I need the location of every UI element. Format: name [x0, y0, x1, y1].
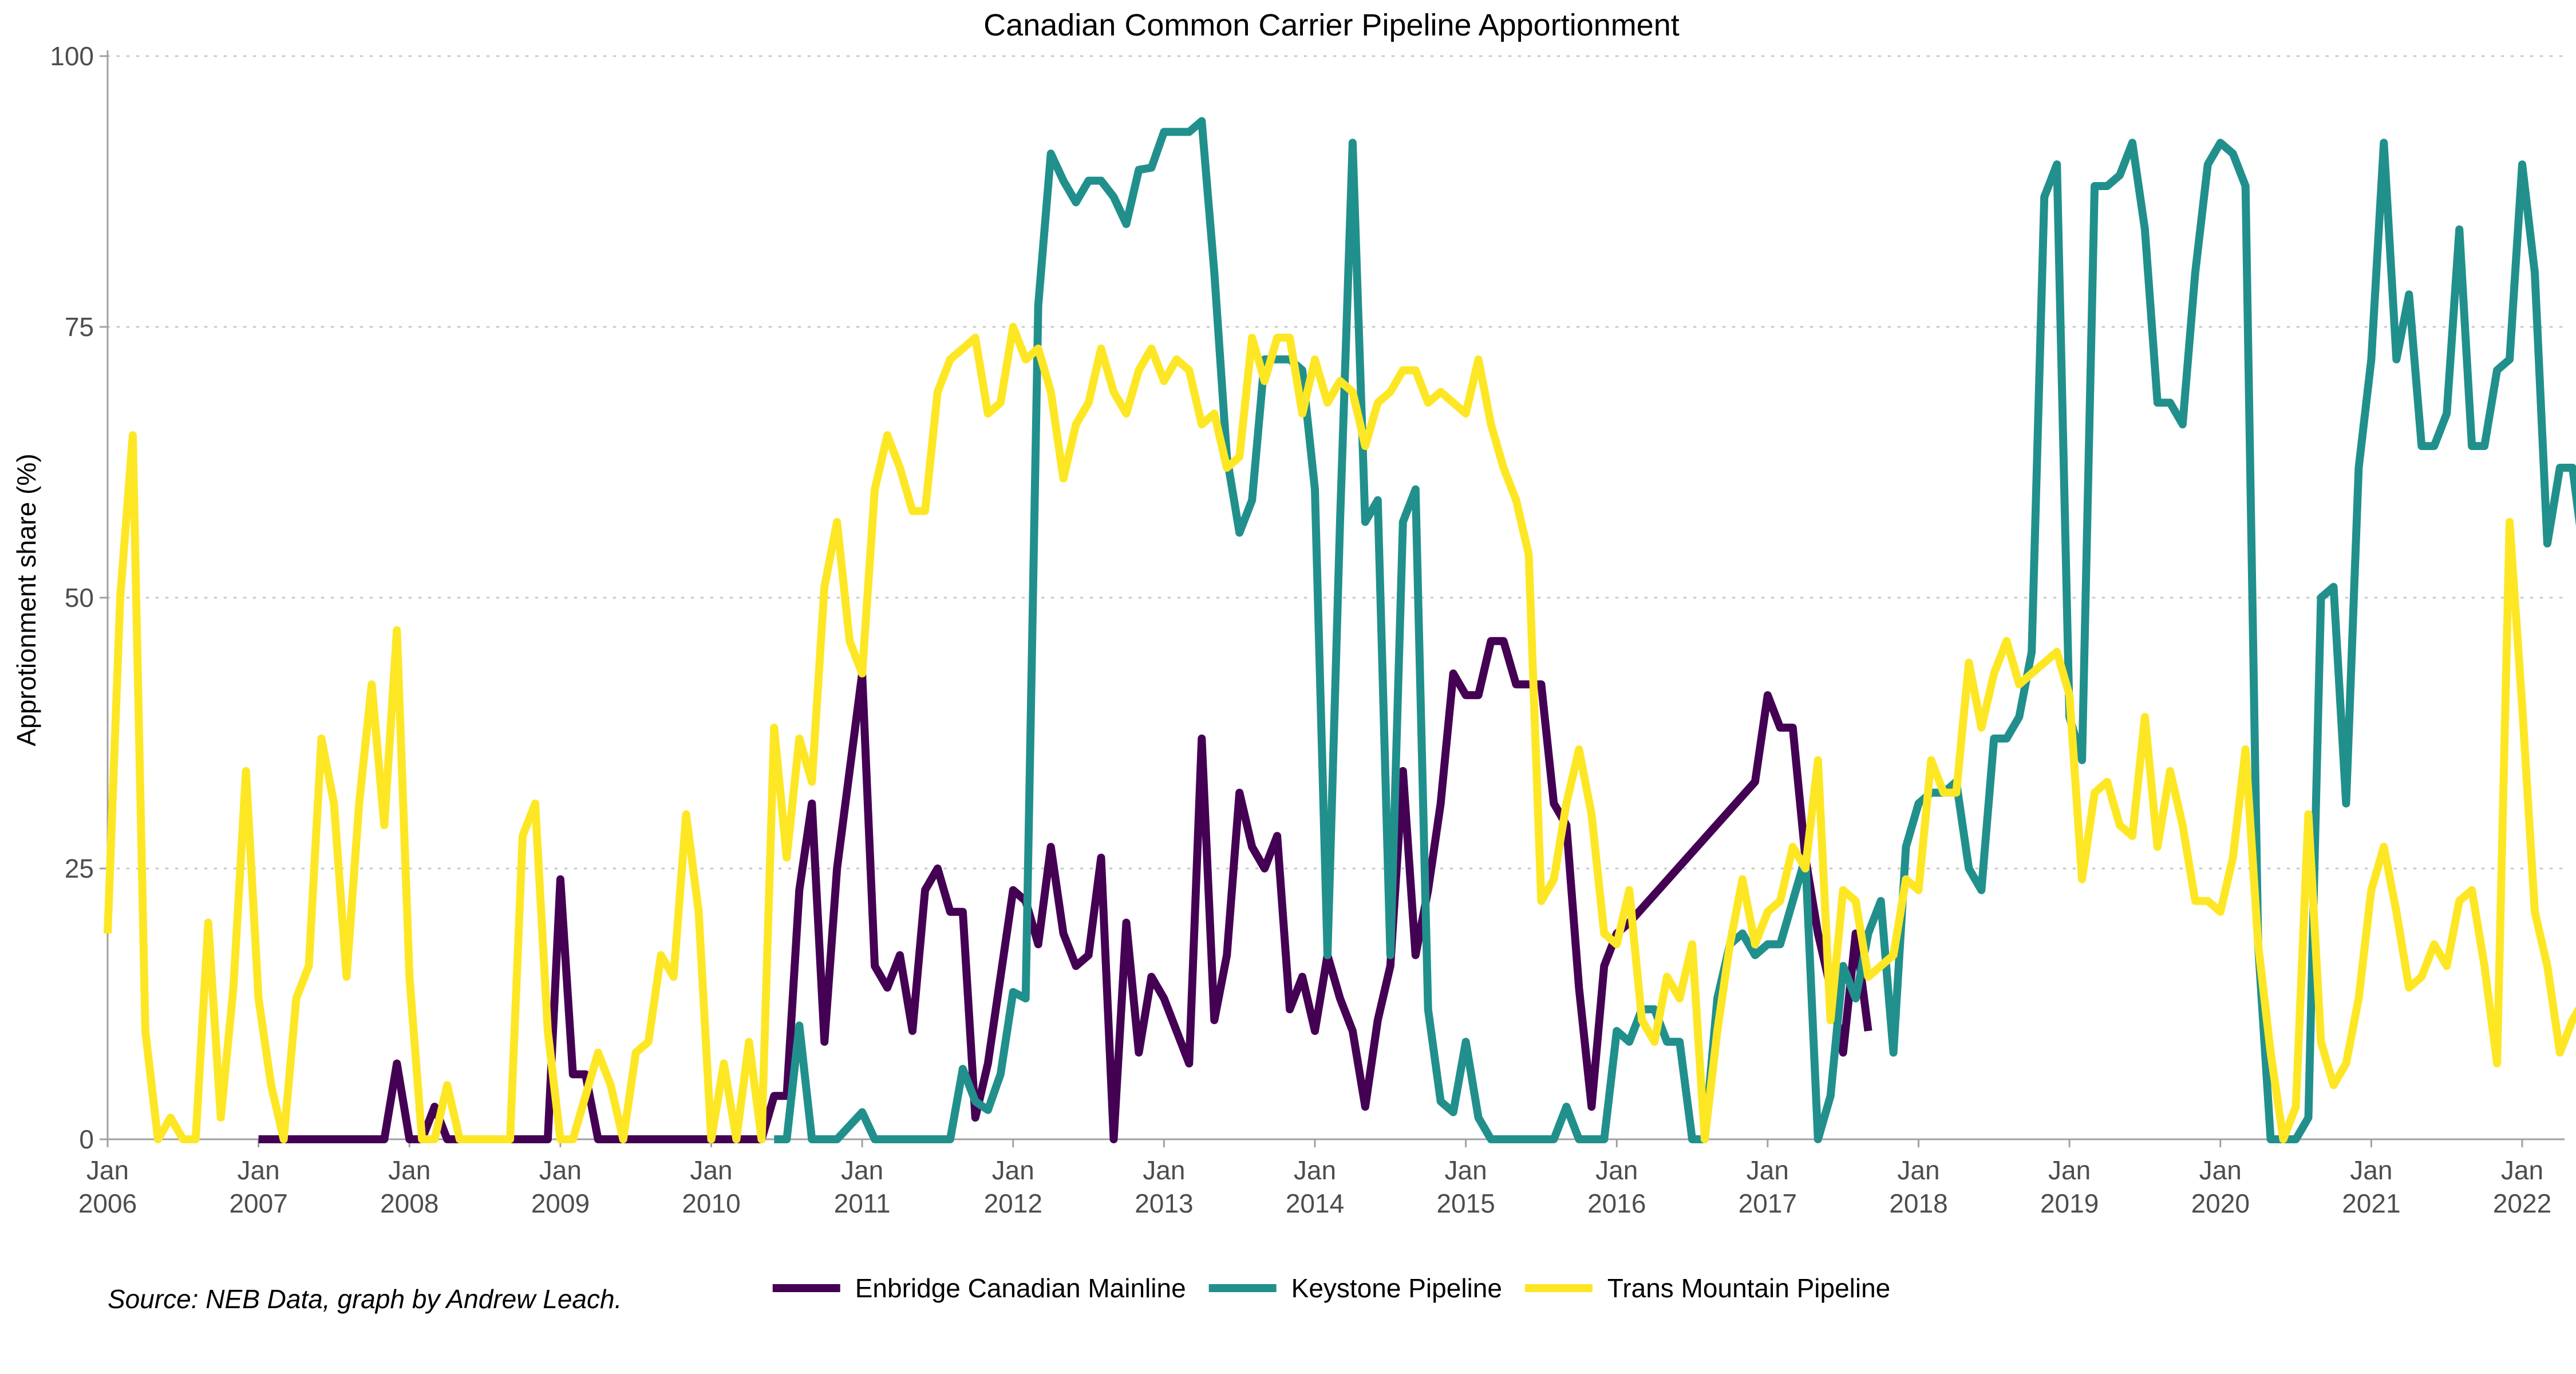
- series-line-1: [774, 117, 2576, 1143]
- x-tick-label-year-2011: 2011: [834, 1189, 891, 1218]
- caption: Source: NEB Data, graph by Andrew Leach.: [108, 1284, 622, 1314]
- x-tick-label-month-2016: Jan: [1595, 1155, 1638, 1185]
- y-tick-label-75: 75: [65, 312, 94, 342]
- x-tick-label-month-2022: Jan: [2501, 1155, 2543, 1185]
- x-tick-label-year-2018: 2018: [1889, 1189, 1947, 1218]
- x-tick-label-year-2008: 2008: [380, 1189, 438, 1218]
- x-tick-label-month-2012: Jan: [992, 1155, 1034, 1185]
- x-tick-label-month-2010: Jan: [690, 1155, 732, 1185]
- x-tick-label-year-2012: 2012: [984, 1189, 1042, 1218]
- x-tick-label-year-2014: 2014: [1286, 1189, 1344, 1218]
- y-tick-label-0: 0: [79, 1124, 94, 1154]
- x-tick-label-month-2021: Jan: [2350, 1155, 2392, 1185]
- y-axis-label: Approtionment share (%): [11, 453, 41, 746]
- x-tick-label-year-2016: 2016: [1587, 1189, 1646, 1218]
- x-tick-label-year-2019: 2019: [2040, 1189, 2099, 1218]
- x-tick-label-year-2017: 2017: [1739, 1189, 1797, 1218]
- x-tick-label-year-2021: 2021: [2342, 1189, 2400, 1218]
- x-tick-label-year-2009: 2009: [531, 1189, 590, 1218]
- x-tick-label-month-2006: Jan: [86, 1155, 129, 1185]
- x-tick-label-month-2015: Jan: [1445, 1155, 1487, 1185]
- series-line-0: [258, 637, 1872, 1143]
- x-tick-label-year-2022: 2022: [2493, 1189, 2551, 1218]
- x-tick-label-month-2011: Jan: [841, 1155, 883, 1185]
- x-tick-label-month-2020: Jan: [2199, 1155, 2242, 1185]
- x-tick-label-month-2007: Jan: [238, 1155, 280, 1185]
- legend: Enbridge Canadian Mainline Keystone Pipel…: [772, 1273, 1890, 1303]
- legend-label-2: Trans Mountain Pipeline: [1607, 1273, 1890, 1303]
- x-tick-label-year-2007: 2007: [229, 1189, 287, 1218]
- legend-label-0: Enbridge Canadian Mainline: [855, 1273, 1186, 1303]
- x-tick-label-month-2017: Jan: [1747, 1155, 1789, 1185]
- x-tick-label-year-2020: 2020: [2191, 1189, 2250, 1218]
- series-line-2: [104, 323, 2576, 1143]
- x-tick-label-month-2008: Jan: [388, 1155, 430, 1185]
- x-tick-label-month-2013: Jan: [1143, 1155, 1185, 1185]
- chart-title: Canadian Common Carrier Pipeline Apporti…: [983, 8, 1680, 42]
- x-tick-label-month-2014: Jan: [1294, 1155, 1336, 1185]
- tick-labels: 0 25 50 75 100 Jan 2006 Jan 2007 Jan 2008 Jan 2009 Ja…: [50, 41, 2551, 1218]
- x-tick-label-year-2006: 2006: [78, 1189, 137, 1218]
- x-tick-label-month-2018: Jan: [1897, 1155, 1939, 1185]
- x-tick-label-month-2019: Jan: [2048, 1155, 2091, 1185]
- y-tick-label-50: 50: [65, 583, 94, 613]
- series-lines: [104, 117, 2576, 1143]
- y-tick-label-100: 100: [50, 41, 94, 71]
- y-tick-label-25: 25: [65, 854, 94, 883]
- x-tick-label-month-2009: Jan: [539, 1155, 582, 1185]
- x-tick-label-year-2010: 2010: [682, 1189, 740, 1218]
- legend-label-1: Keystone Pipeline: [1291, 1273, 1502, 1303]
- x-tick-label-year-2013: 2013: [1135, 1189, 1193, 1218]
- x-tick-label-year-2015: 2015: [1436, 1189, 1495, 1218]
